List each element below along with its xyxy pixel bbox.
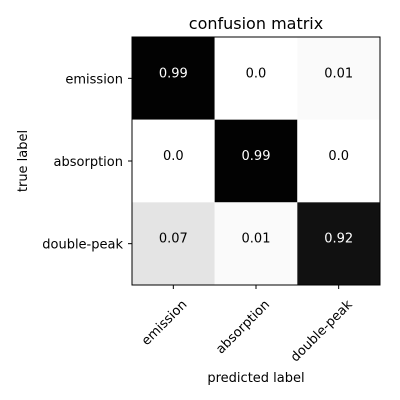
chart-title: confusion matrix	[189, 14, 323, 33]
heatmap-cell	[132, 119, 215, 203]
x-axis-label: predicted label	[207, 371, 304, 386]
heatmap-cell	[132, 202, 215, 285]
y-axis-label: true label	[16, 130, 31, 192]
cell-value-label: 0.0	[328, 149, 349, 164]
cell-value-label: 0.99	[242, 149, 271, 164]
heatmap-cells	[132, 37, 380, 285]
cell-value-label: 0.92	[324, 232, 353, 247]
cell-value-label: 0.07	[159, 232, 188, 247]
cell-value-label: 0.01	[242, 232, 271, 247]
heatmap-cell	[297, 37, 380, 120]
y-tick-label: emission	[65, 72, 123, 87]
heatmap-cell	[297, 119, 380, 203]
cell-value-label: 0.99	[159, 66, 188, 81]
y-tick-label: double-peak	[42, 238, 123, 253]
heatmap-cell	[214, 37, 298, 120]
cell-value-label: 0.01	[324, 66, 353, 81]
heatmap-cell-labels: 0.99 0.0 0.01 0.0 0.99 0.0 0.07 0.01 0.92	[159, 66, 353, 246]
y-tick-label: absorption	[54, 155, 123, 170]
heatmap-cell	[297, 202, 380, 285]
heatmap-cell	[132, 37, 215, 120]
heatmap-cell	[214, 119, 298, 203]
cell-value-label: 0.0	[246, 66, 267, 81]
cell-value-label: 0.0	[163, 149, 184, 164]
y-axis-ticks: emission absorption double-peak	[42, 72, 132, 253]
heatmap-cell	[214, 202, 298, 285]
